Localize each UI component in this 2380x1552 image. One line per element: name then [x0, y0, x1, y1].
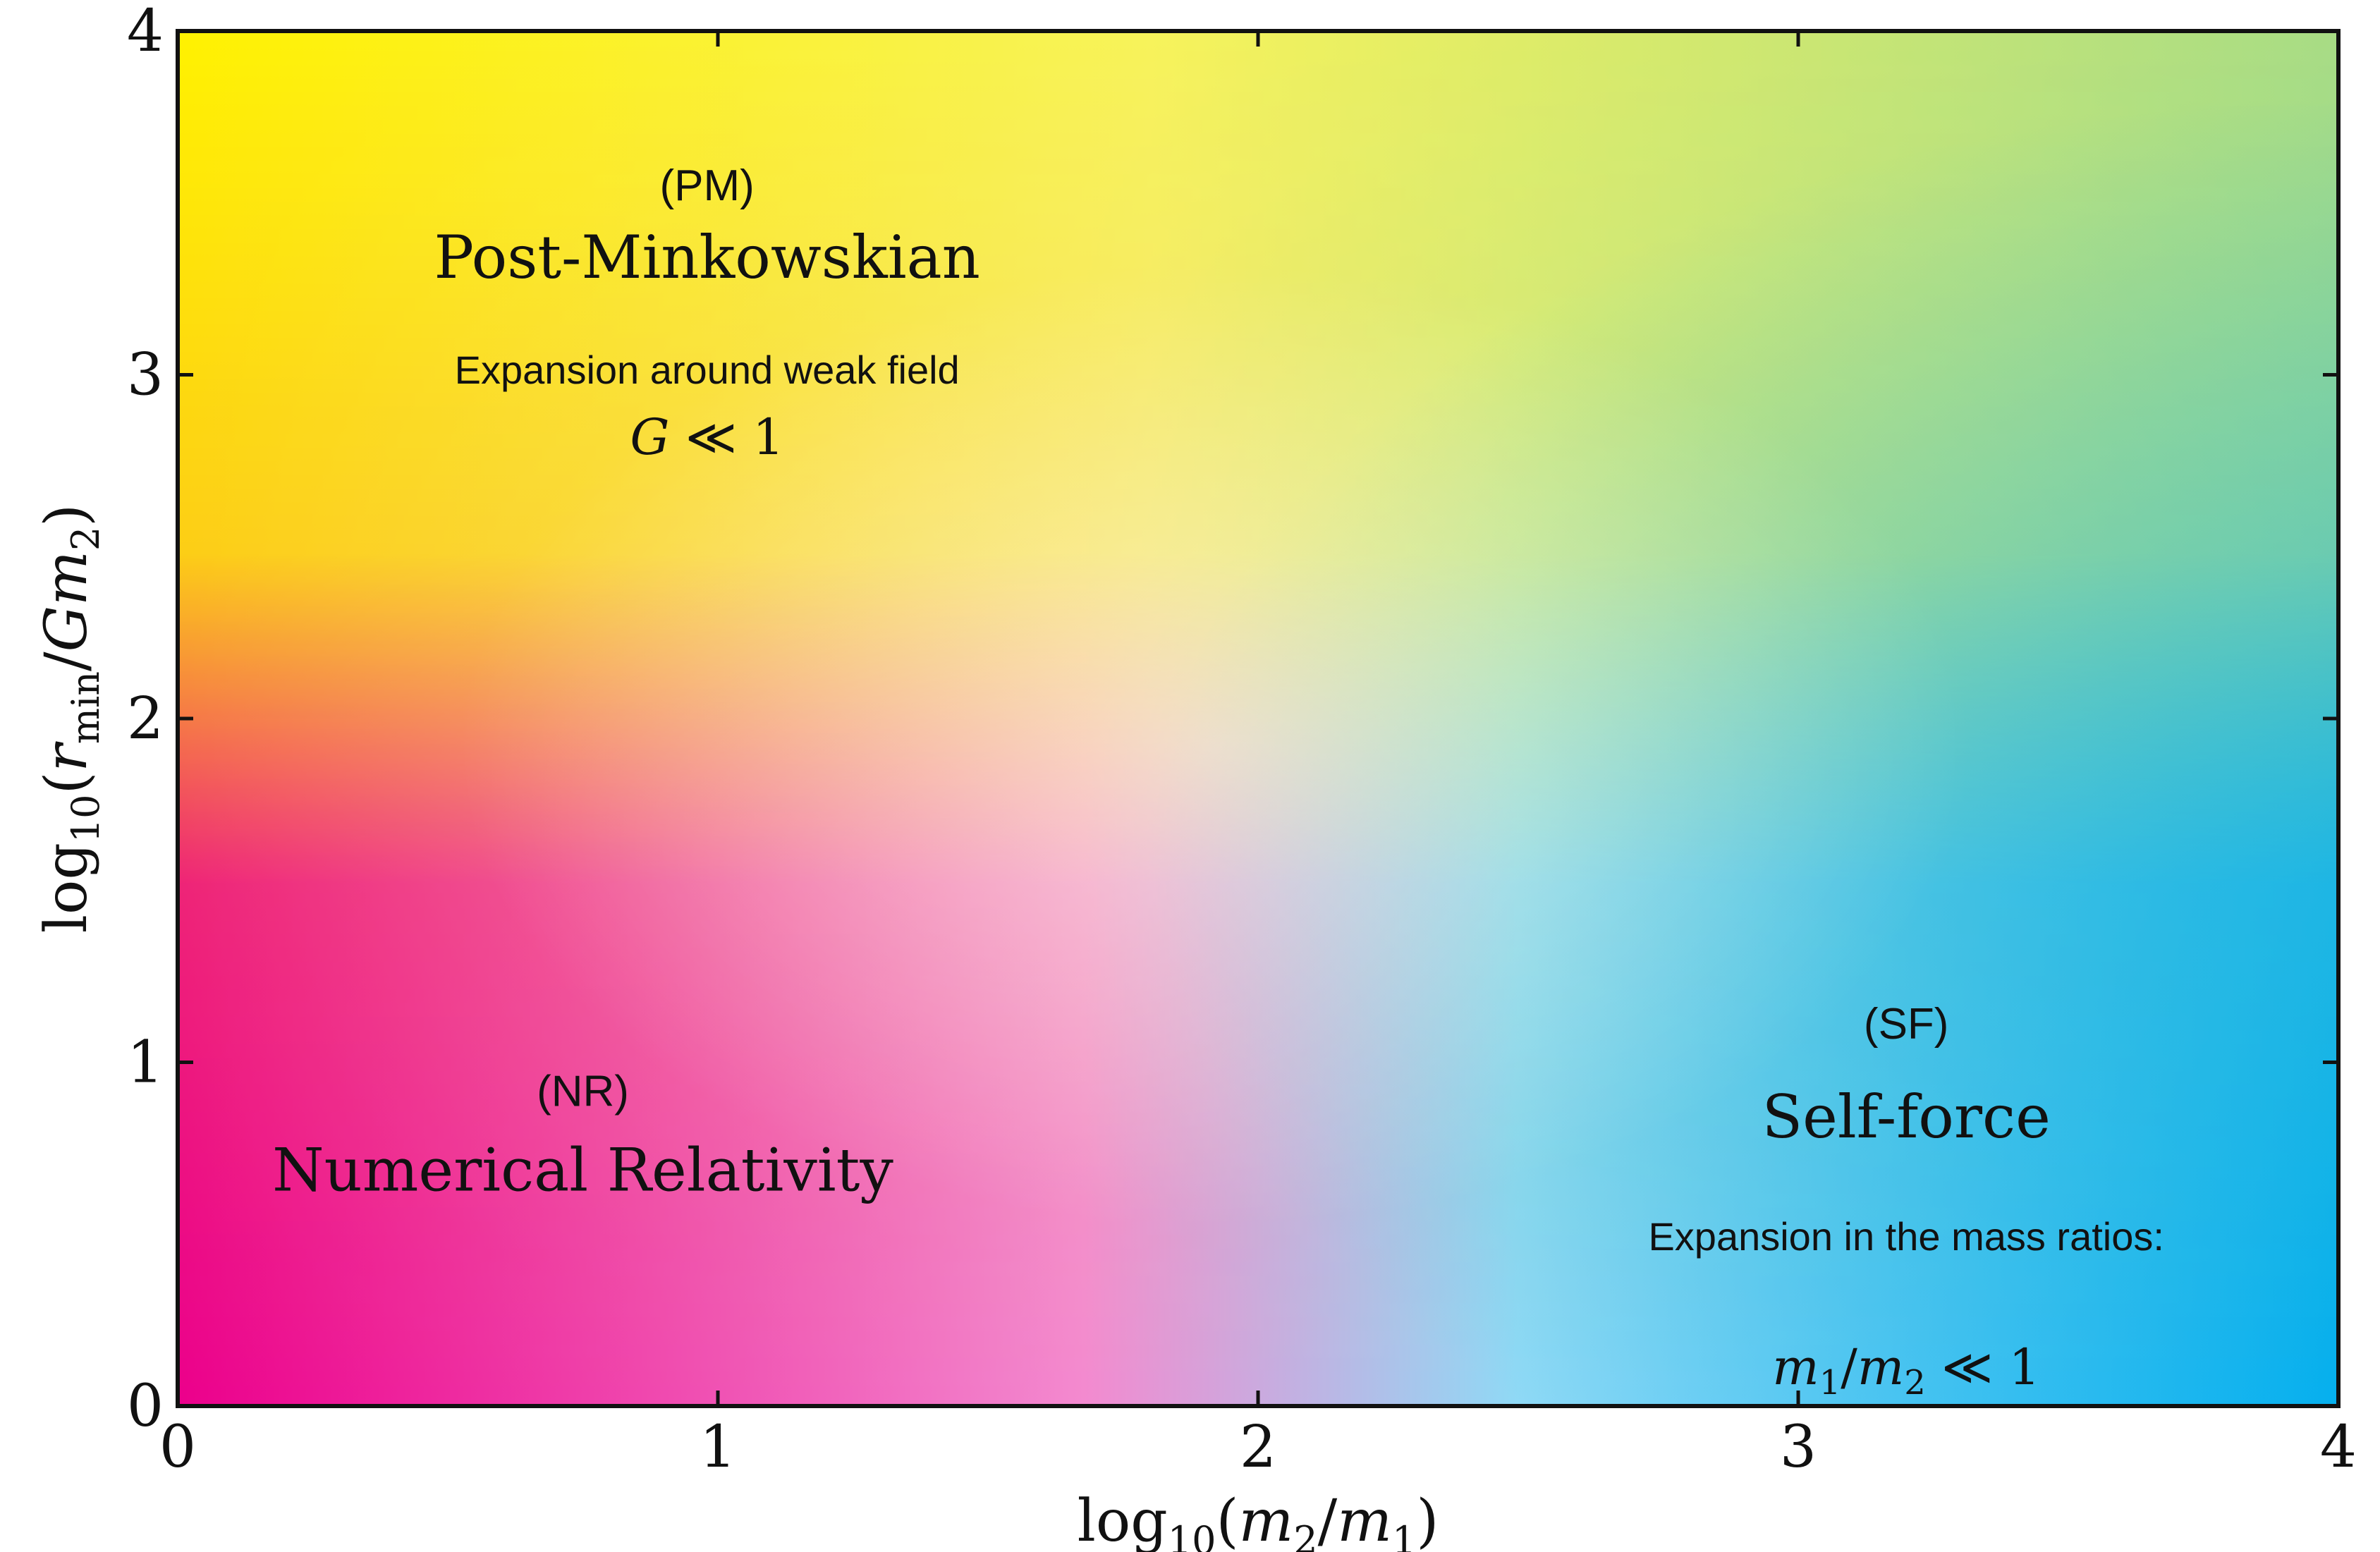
region-description: Expansion in the mass ratios: [1648, 1214, 2164, 1259]
x-axis: 0 1 2 3 4 [159, 31, 2357, 1481]
region-annotation: (PM) Post-Minkowskian Expansion around wea… [434, 161, 980, 466]
x-tick-label: 2 [1240, 1414, 1276, 1481]
y-axis: 0 1 2 3 4 [127, 0, 2338, 1440]
region-abbreviation: (SF) [1864, 1000, 1949, 1049]
region-name: Self-force [1762, 1082, 2051, 1151]
region-name: Post-Minkowskian [434, 223, 980, 292]
region-description: Expansion around weak field [455, 348, 960, 392]
region-condition: m1​/m2​ ≪ 1 [1772, 1338, 2040, 1403]
region-abbreviation: (PM) [660, 161, 755, 210]
x-axis-label: log10(m2/m1) [1078, 1488, 1439, 1552]
x-tick-label: 3 [1780, 1414, 1817, 1481]
heatmap-center-glow [178, 31, 2338, 1406]
x-tick-label: 0 [159, 1414, 196, 1481]
x-tick-label: 1 [700, 1414, 736, 1481]
region-annotation: (NR) Numerical Relativity [272, 1067, 893, 1204]
y-tick-label: 3 [127, 342, 164, 409]
y-tick-label: 1 [127, 1029, 164, 1096]
region-abbreviation: (NR) [537, 1067, 629, 1116]
y-tick-label: 4 [127, 0, 164, 65]
plot-area [176, 29, 2341, 1408]
y-tick-label: 2 [127, 685, 164, 752]
y-axis-label: log10(rmin/Gm2) [33, 504, 108, 934]
region-condition: G ≪ 1 [630, 408, 784, 466]
y-tick-label: 0 [127, 1373, 164, 1440]
region-annotation: (SF) Self-force Expansion in the mass rati… [1648, 1000, 2164, 1403]
region-name: Numerical Relativity [272, 1135, 893, 1204]
region-annotations: (PM) Post-Minkowskian Expansion around wea… [272, 161, 2164, 1403]
x-tick-label: 4 [2320, 1414, 2357, 1481]
